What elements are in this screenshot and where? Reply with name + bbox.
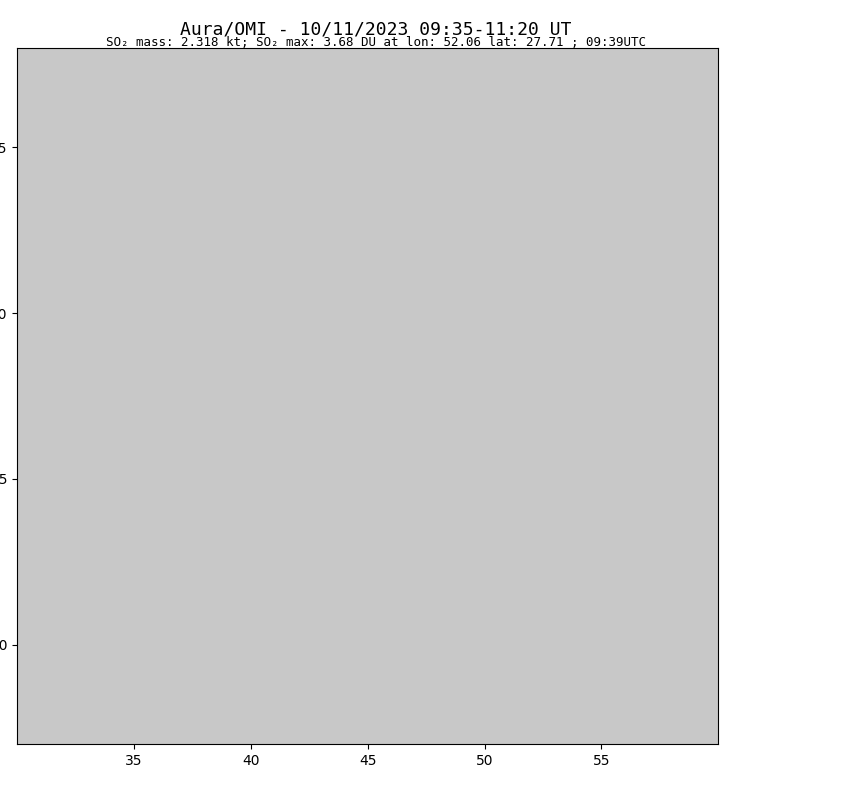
- Text: SO₂ mass: 2.318 kt; SO₂ max: 3.68 DU at lon: 52.06 lat: 27.71 ; 09:39UTC: SO₂ mass: 2.318 kt; SO₂ max: 3.68 DU at …: [106, 36, 646, 49]
- Text: Aura/OMI - 10/11/2023 09:35-11:20 UT: Aura/OMI - 10/11/2023 09:35-11:20 UT: [180, 20, 572, 38]
